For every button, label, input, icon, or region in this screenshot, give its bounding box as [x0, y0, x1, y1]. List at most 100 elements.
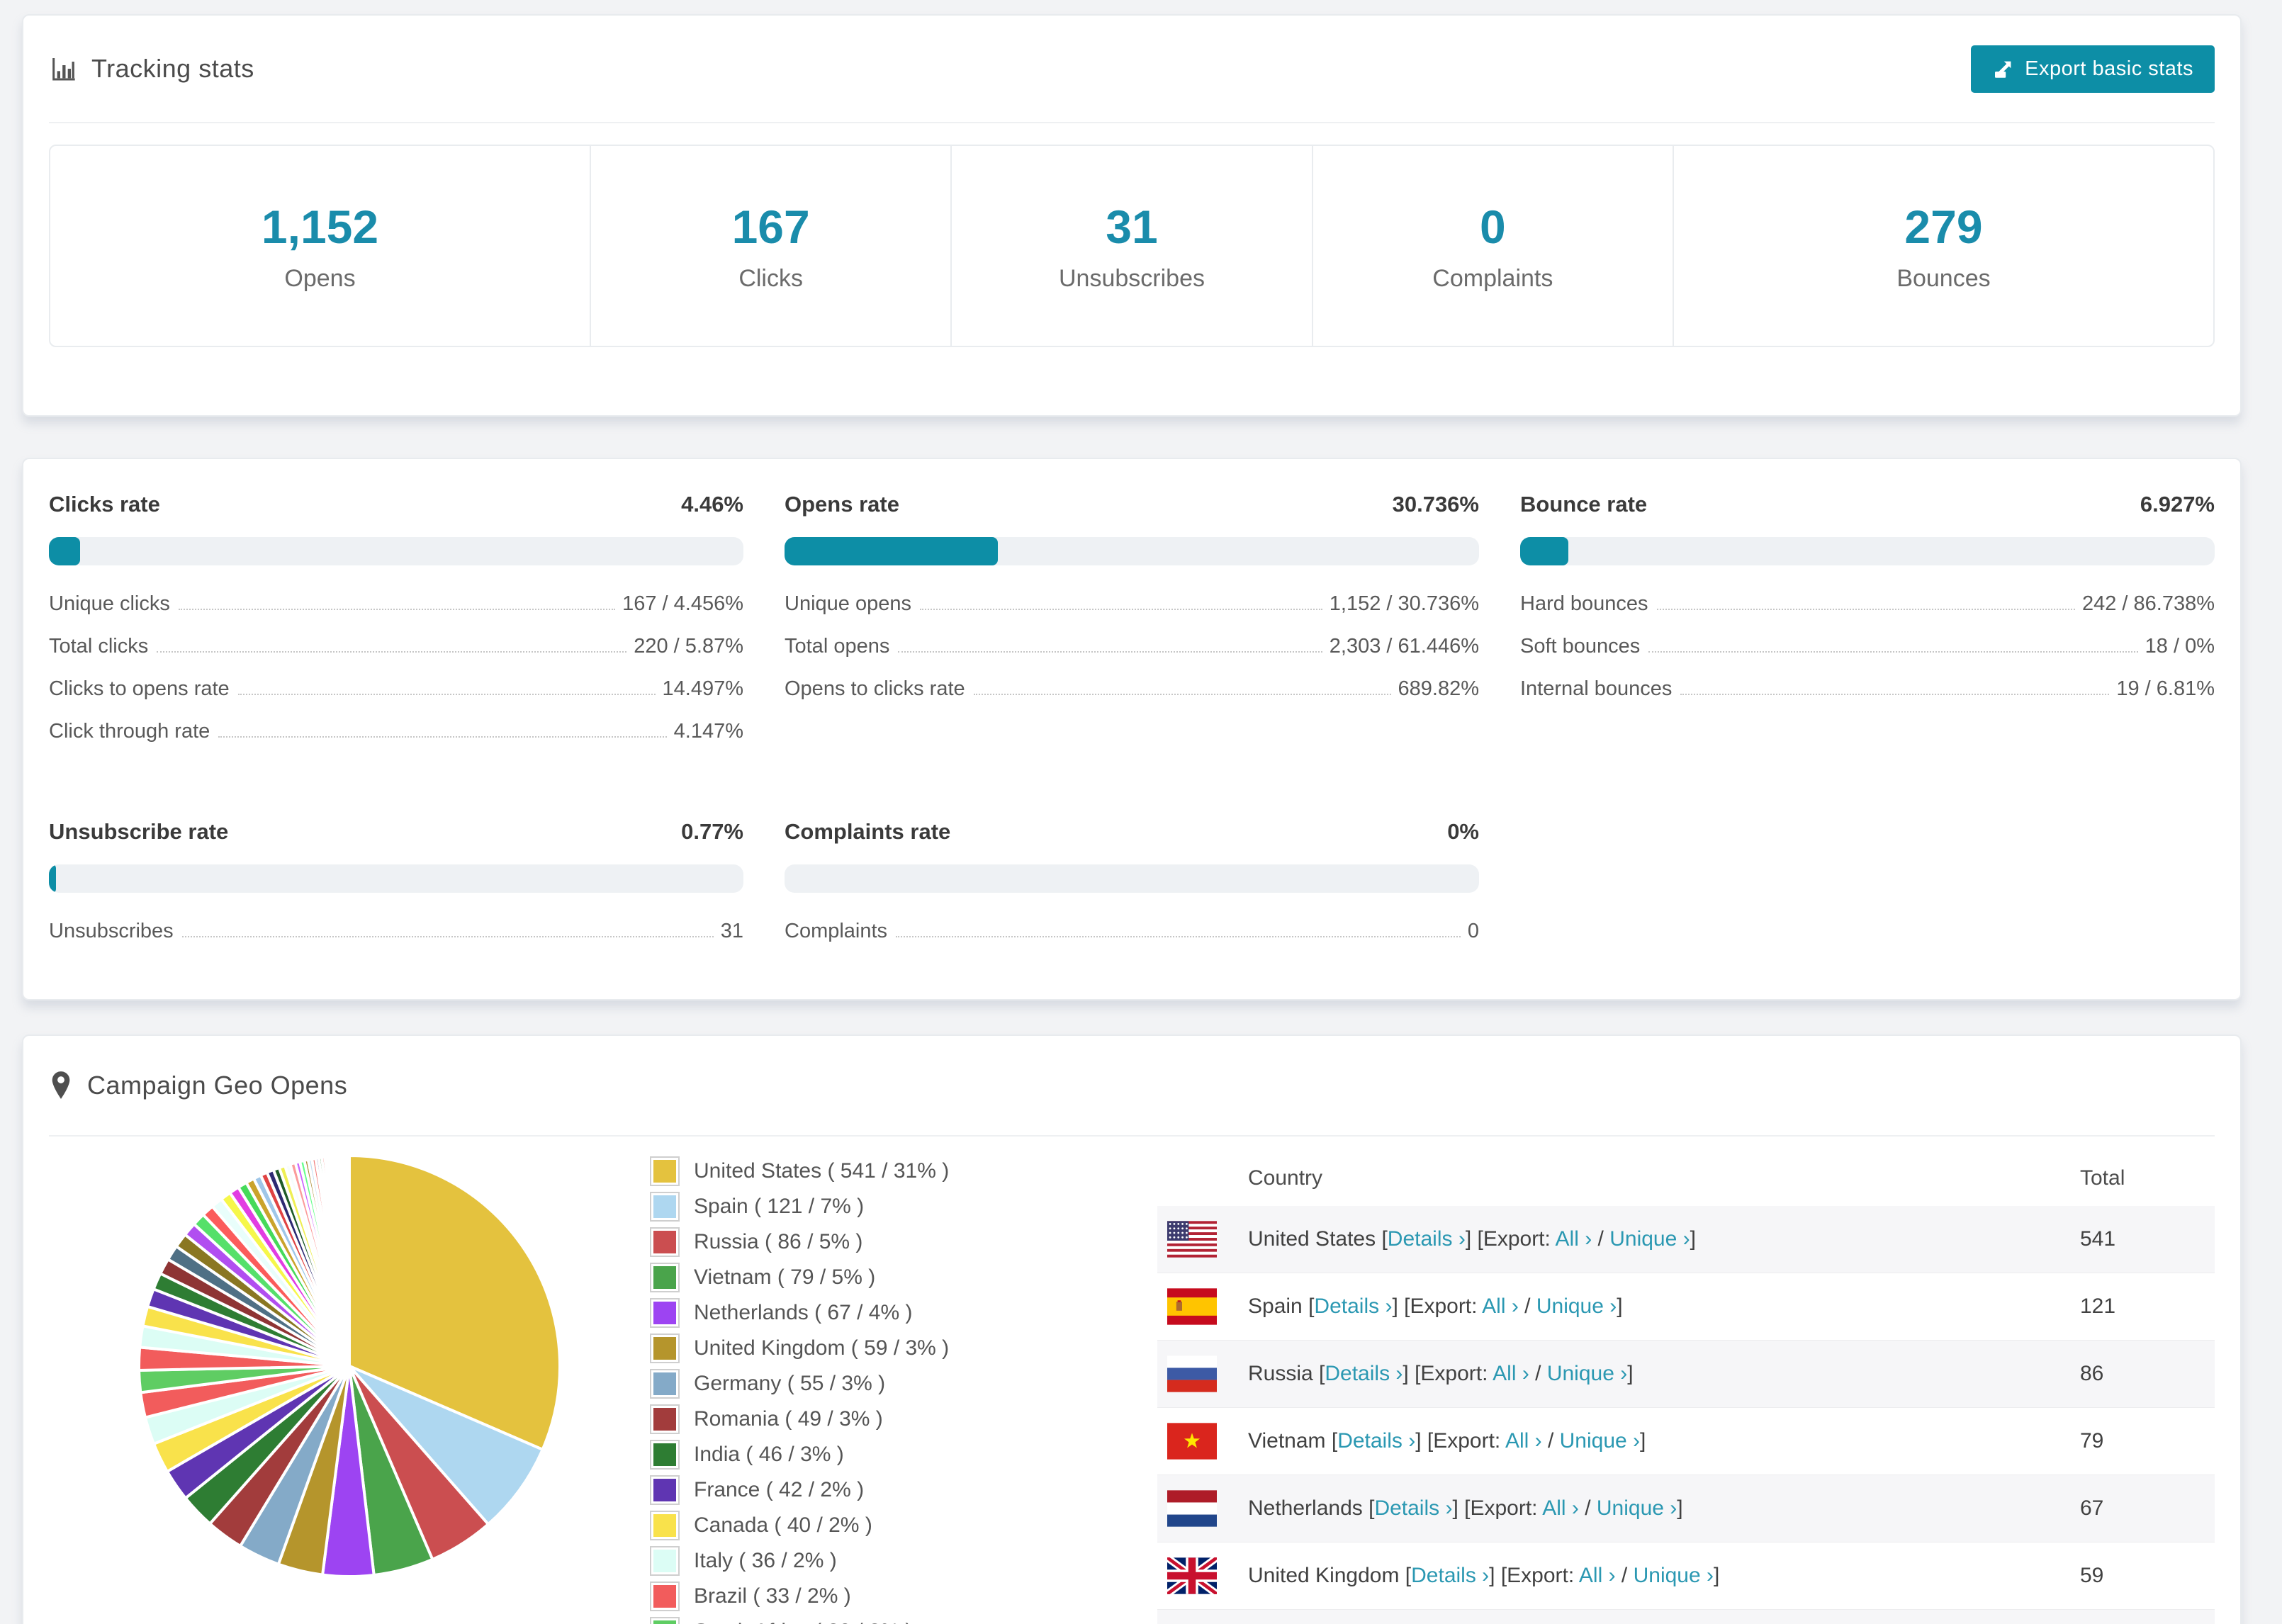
details-link[interactable]: Details ›	[1325, 1362, 1403, 1385]
dotted-leader	[157, 651, 627, 653]
country-name: Russia [	[1248, 1362, 1325, 1385]
legend-swatch	[650, 1263, 680, 1292]
stat-cell-complaints: 0 Complaints	[1313, 146, 1674, 346]
rate-value: 0%	[1447, 819, 1479, 844]
total-cell: 541	[2080, 1227, 2116, 1251]
bracket-close: ]	[1617, 1295, 1623, 1318]
rate-row-clicks-to-opens-rate: Clicks to opens rate 14.497%	[49, 677, 743, 701]
divider	[49, 122, 2215, 123]
legend-item-united-states[interactable]: United States ( 541 / 31% )	[650, 1156, 1018, 1186]
stats-summary: 1,152 Opens 167 Clicks 31 Unsubscribes 0 Compla…	[49, 145, 2215, 347]
rate-title: Unsubscribe rate	[49, 819, 229, 844]
legend-item-france[interactable]: France ( 42 / 2% )	[650, 1475, 1018, 1505]
details-link[interactable]: Details ›	[1374, 1496, 1453, 1520]
legend-item-vietnam[interactable]: Vietnam ( 79 / 5% )	[650, 1263, 1018, 1292]
details-link[interactable]: Details ›	[1337, 1429, 1416, 1453]
flag-us-icon	[1167, 1221, 1217, 1258]
legend-label: Netherlands ( 67 / 4% )	[694, 1301, 913, 1324]
rate-row-value: 1,152 / 30.736%	[1329, 592, 1479, 615]
rate-section-opens-rate: Opens rate 30.736% Unique opens 1,152 / 30.…	[785, 492, 1479, 762]
dotted-leader	[898, 651, 1322, 653]
rate-row-label: Unique opens	[785, 592, 911, 615]
legend-item-russia[interactable]: Russia ( 86 / 5% )	[650, 1227, 1018, 1257]
legend-item-italy[interactable]: Italy ( 36 / 2% )	[650, 1546, 1018, 1576]
geo-table-row-united-kingdom: United Kingdom [Details ›] [Export: All …	[1157, 1543, 2215, 1610]
export-all-link[interactable]: All ›	[1578, 1564, 1616, 1587]
link-separator: /	[1529, 1362, 1547, 1385]
legend-item-romania[interactable]: Romania ( 49 / 3% )	[650, 1404, 1018, 1434]
flag-ru-icon	[1167, 1355, 1217, 1392]
export-unique-link[interactable]: Unique ›	[1633, 1564, 1714, 1587]
country-name: United States [	[1248, 1227, 1388, 1251]
progress-bar-complaints-rate	[785, 864, 1479, 893]
legend-label: France ( 42 / 2% )	[694, 1478, 865, 1501]
legend-swatch	[650, 1581, 680, 1611]
dotted-leader	[1680, 694, 2110, 695]
legend-item-south-africa[interactable]: South Africa ( 29 / 2% )	[650, 1617, 1018, 1624]
country-name: Vietnam [	[1248, 1429, 1338, 1453]
export-all-link[interactable]: All ›	[1542, 1496, 1579, 1520]
link-separator: /	[1578, 1496, 1597, 1520]
rate-row-value: 19 / 6.81%	[2116, 677, 2215, 700]
geo-table-row-russia: Russia [Details ›] [Export: All › / Uniq…	[1157, 1341, 2215, 1408]
legend-item-india[interactable]: India ( 46 / 3% )	[650, 1440, 1018, 1470]
dotted-leader	[973, 694, 1391, 695]
export-unique-link[interactable]: Unique ›	[1559, 1429, 1641, 1453]
progress-bar-bounce-rate	[1520, 537, 2215, 565]
export-unique-link[interactable]: Unique ›	[1536, 1295, 1617, 1318]
details-link[interactable]: Details ›	[1411, 1564, 1490, 1587]
rate-row-value: 4.147%	[673, 720, 743, 743]
page-title: Tracking stats	[91, 54, 254, 83]
stat-cell-unsubscribes: 31 Unsubscribes	[952, 146, 1313, 346]
legend-label: India ( 46 / 3% )	[694, 1443, 844, 1466]
geo-pie-chart	[133, 1149, 566, 1586]
rates-grid: Clicks rate 4.46% Unique clicks 167 / 4.456…	[49, 492, 2215, 962]
bar-chart-icon	[49, 55, 77, 83]
legend-label: Canada ( 40 / 2% )	[694, 1513, 872, 1537]
dotted-leader	[896, 936, 1461, 937]
legend-item-germany[interactable]: Germany ( 55 / 3% )	[650, 1369, 1018, 1399]
legend-swatch	[650, 1192, 680, 1222]
geo-content: United States ( 541 / 31% ) Spain ( 121 /…	[23, 1137, 2240, 1624]
export-unique-link[interactable]: Unique ›	[1546, 1362, 1628, 1385]
rate-row-label: Clicks to opens rate	[49, 677, 230, 700]
legend-label: Brazil ( 33 / 2% )	[694, 1584, 851, 1608]
details-link[interactable]: Details ›	[1314, 1295, 1393, 1318]
rate-row-opens-to-clicks-rate: Opens to clicks rate 689.82%	[785, 677, 1479, 701]
export-all-link[interactable]: All ›	[1482, 1295, 1519, 1318]
geo-title: Campaign Geo Opens	[87, 1071, 348, 1100]
column-header-country: Country	[1248, 1166, 1323, 1190]
legend-item-canada[interactable]: Canada ( 40 / 2% )	[650, 1511, 1018, 1540]
export-all-link[interactable]: All ›	[1555, 1227, 1592, 1251]
pie-slice-united-states[interactable]	[348, 1154, 561, 1452]
export-unique-link[interactable]: Unique ›	[1596, 1496, 1677, 1520]
total-cell: 121	[2080, 1295, 2116, 1318]
export-all-link[interactable]: All ›	[1493, 1362, 1529, 1385]
progress-bar-clicks-rate	[49, 537, 743, 565]
rate-value: 6.927%	[2140, 492, 2215, 517]
legend-item-spain[interactable]: Spain ( 121 / 7% )	[650, 1192, 1018, 1222]
legend-item-united-kingdom[interactable]: United Kingdom ( 59 / 3% )	[650, 1333, 1018, 1363]
rate-row-value: 167 / 4.456%	[622, 592, 743, 615]
rate-row-label: Click through rate	[49, 720, 210, 743]
dotted-leader	[178, 609, 616, 610]
legend-item-brazil[interactable]: Brazil ( 33 / 2% )	[650, 1581, 1018, 1611]
rate-section-complaints-rate: Complaints rate 0% Complaints 0	[785, 819, 1479, 962]
total-cell: 67	[2080, 1496, 2104, 1520]
rate-row-value: 689.82%	[1398, 677, 1480, 700]
rate-row-label: Unsubscribes	[49, 920, 174, 942]
rate-row-complaints: Complaints 0	[785, 920, 1479, 943]
link-separator: /	[1592, 1227, 1610, 1251]
export-all-link[interactable]: All ›	[1505, 1429, 1542, 1453]
rate-row-value: 242 / 86.738%	[2081, 592, 2215, 615]
export-unique-link[interactable]: Unique ›	[1609, 1227, 1690, 1251]
geo-table-row-netherlands: Netherlands [Details ›] [Export: All › /…	[1157, 1475, 2215, 1543]
export-basic-stats-button[interactable]: Export basic stats	[1971, 45, 2215, 93]
details-link[interactable]: Details ›	[1387, 1227, 1466, 1251]
stat-cell-opens: 1,152 Opens	[50, 146, 591, 346]
pie-slice-spain[interactable]	[348, 1365, 545, 1527]
legend-swatch	[650, 1156, 680, 1186]
legend-item-netherlands[interactable]: Netherlands ( 67 / 4% )	[650, 1298, 1018, 1328]
country-cell: Russia [Details ›] [Export: All › / Uniq…	[1248, 1362, 2080, 1386]
